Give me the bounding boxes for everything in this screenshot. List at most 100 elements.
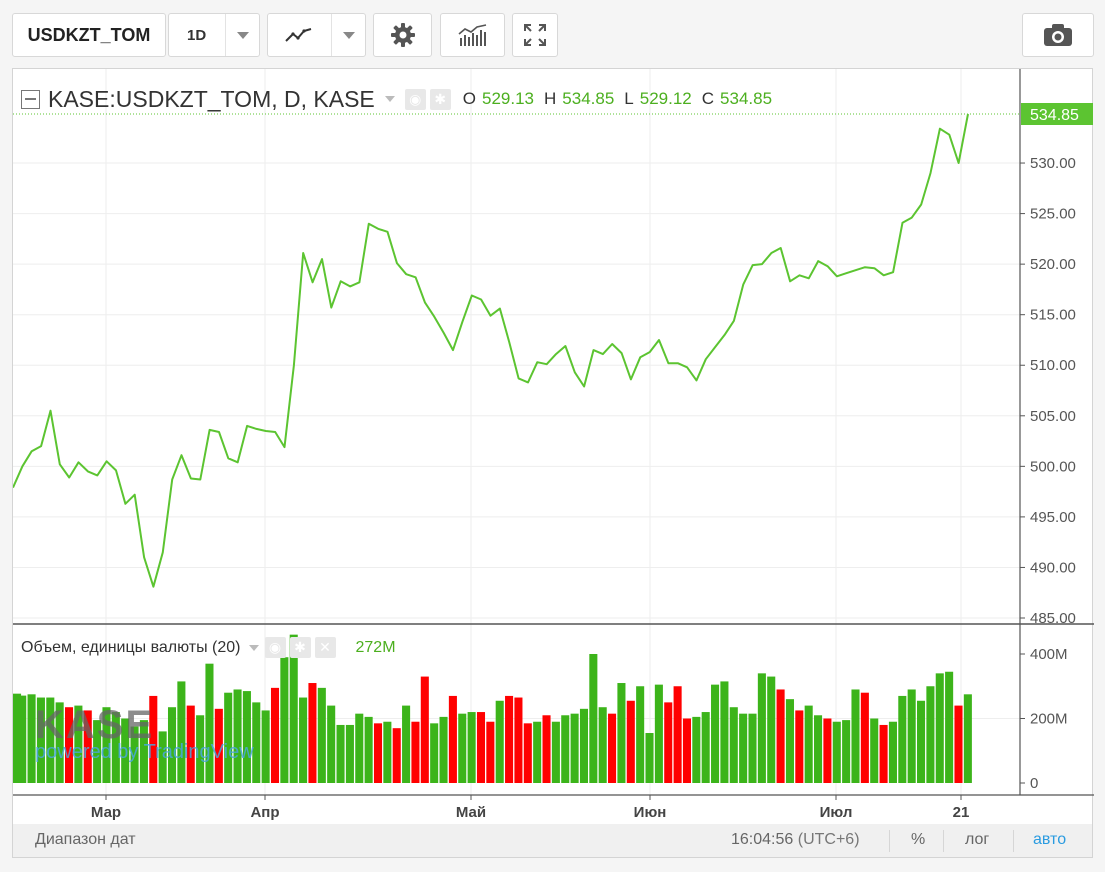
volume-bar xyxy=(907,689,916,783)
volume-bar xyxy=(430,723,439,783)
volume-bar xyxy=(888,721,897,783)
price-tick-label: 520.00 xyxy=(1030,256,1076,273)
volume-bar xyxy=(551,721,560,783)
chart-style-button[interactable] xyxy=(267,13,366,57)
price-tick-label: 500.00 xyxy=(1030,458,1076,475)
volume-bar xyxy=(233,689,242,783)
chart-canvas[interactable]: 530.00 525.00 520.00 515.00 510.00 505.00 500.… xyxy=(13,69,1094,826)
open-label: O xyxy=(462,89,476,108)
chevron-down-icon[interactable] xyxy=(248,644,259,651)
time-tick-label: Май xyxy=(456,804,486,821)
volume-bar xyxy=(327,705,336,783)
volume-bar xyxy=(729,707,738,783)
volume-bar xyxy=(495,700,504,783)
volume-bar xyxy=(701,712,710,783)
volume-bar xyxy=(458,713,467,783)
volume-bar xyxy=(570,713,579,783)
divider xyxy=(943,830,944,852)
volume-bar xyxy=(814,715,823,783)
volume-bar xyxy=(270,687,280,783)
volume-bar xyxy=(926,686,935,783)
price-tick-label: 485.00 xyxy=(1030,610,1076,627)
volume-bar xyxy=(364,716,373,783)
log-scale-toggle[interactable]: лог xyxy=(965,831,990,848)
volume-bar xyxy=(402,705,411,783)
volume-bar xyxy=(664,702,673,783)
time-tick-label: 21 xyxy=(953,804,970,821)
volume-bar xyxy=(935,673,944,783)
series-title[interactable]: KASE:USDKZT_TOM, D, KASE xyxy=(48,85,375,112)
collapse-legend-icon[interactable] xyxy=(21,89,40,109)
volume-bar xyxy=(870,718,879,783)
last-price-label: 534.85 xyxy=(1030,107,1079,124)
chart-style-dropdown[interactable] xyxy=(331,14,366,56)
volume-bar xyxy=(963,694,972,783)
volume-bar xyxy=(224,692,233,783)
volume-bar xyxy=(74,705,83,783)
chevron-down-icon[interactable] xyxy=(384,96,395,102)
price-tick-label: 510.00 xyxy=(1030,357,1076,374)
settings-button[interactable] xyxy=(373,13,432,57)
symbol-search-button[interactable]: USDKZT_TOM xyxy=(12,13,166,57)
volume-bar xyxy=(205,663,214,783)
volume-bar xyxy=(589,654,598,783)
volume-bar xyxy=(739,713,748,783)
interval-button[interactable]: 1D xyxy=(168,13,260,57)
bottom-toolbar: Диапазон дат 16:04:56 (UTC+6) % лог авто xyxy=(12,824,1093,858)
volume-bar xyxy=(186,705,195,783)
eye-icon[interactable]: ◉ xyxy=(404,88,426,110)
volume-bar xyxy=(692,716,701,783)
auto-scale-toggle[interactable]: авто xyxy=(1033,831,1067,848)
interval-dropdown[interactable] xyxy=(225,14,260,56)
volume-value: 272M xyxy=(355,638,396,656)
gear-icon[interactable]: ✱ xyxy=(429,88,451,110)
volume-bar xyxy=(795,710,804,783)
volume-bar xyxy=(757,673,766,783)
price-line[interactable] xyxy=(13,113,969,588)
volume-bar xyxy=(289,634,298,783)
volume-bar xyxy=(682,718,691,783)
volume-bar xyxy=(64,707,74,783)
volume-bar xyxy=(167,707,177,783)
volume-bar xyxy=(514,697,523,783)
close-icon[interactable]: ✕ xyxy=(314,637,336,658)
volume-title[interactable]: Объем, единицы валюты (20) xyxy=(21,638,241,656)
snapshot-button[interactable] xyxy=(1022,13,1094,57)
fullscreen-icon xyxy=(524,24,546,46)
price-tick-label: 505.00 xyxy=(1030,408,1076,425)
clock-timezone: (UTC+6) xyxy=(797,831,860,848)
volume-bar xyxy=(617,683,626,783)
volume-bar xyxy=(608,713,617,783)
volume-bar xyxy=(439,716,448,783)
volume-bar xyxy=(46,697,55,783)
volume-bar xyxy=(102,707,111,783)
gear-icon xyxy=(390,23,415,47)
volume-bar xyxy=(448,695,457,783)
eye-icon[interactable]: ◉ xyxy=(264,637,286,658)
percent-scale-toggle[interactable]: % xyxy=(911,831,926,848)
chart-pane[interactable]: 530.00 525.00 520.00 515.00 510.00 505.00 500.… xyxy=(12,68,1094,826)
line-chart-icon xyxy=(285,28,312,42)
volume-bar xyxy=(411,721,420,783)
volume-bar xyxy=(308,683,317,783)
gear-icon[interactable]: ✱ xyxy=(289,637,311,658)
date-range-button[interactable]: Диапазон дат xyxy=(35,831,136,848)
volume-bar xyxy=(823,718,832,783)
indicators-button[interactable] xyxy=(440,13,505,57)
fullscreen-button[interactable] xyxy=(512,13,558,57)
volume-bar xyxy=(345,724,354,783)
clock[interactable]: 16:04:56 (UTC+6) xyxy=(731,831,860,849)
kase-logo: KASE xyxy=(35,703,155,747)
volume-bar xyxy=(711,684,720,783)
volume-bar xyxy=(523,723,532,783)
volume-bar xyxy=(139,720,148,783)
volume-bar xyxy=(851,689,860,783)
camera-icon xyxy=(1044,24,1072,46)
volume-bar xyxy=(598,707,607,783)
volume-bar xyxy=(18,695,27,783)
price-tick-label: 490.00 xyxy=(1030,559,1076,576)
volume-bar xyxy=(355,713,364,783)
volume-bar xyxy=(27,694,36,783)
volume-bar xyxy=(879,724,888,783)
volume-bar xyxy=(149,695,158,783)
